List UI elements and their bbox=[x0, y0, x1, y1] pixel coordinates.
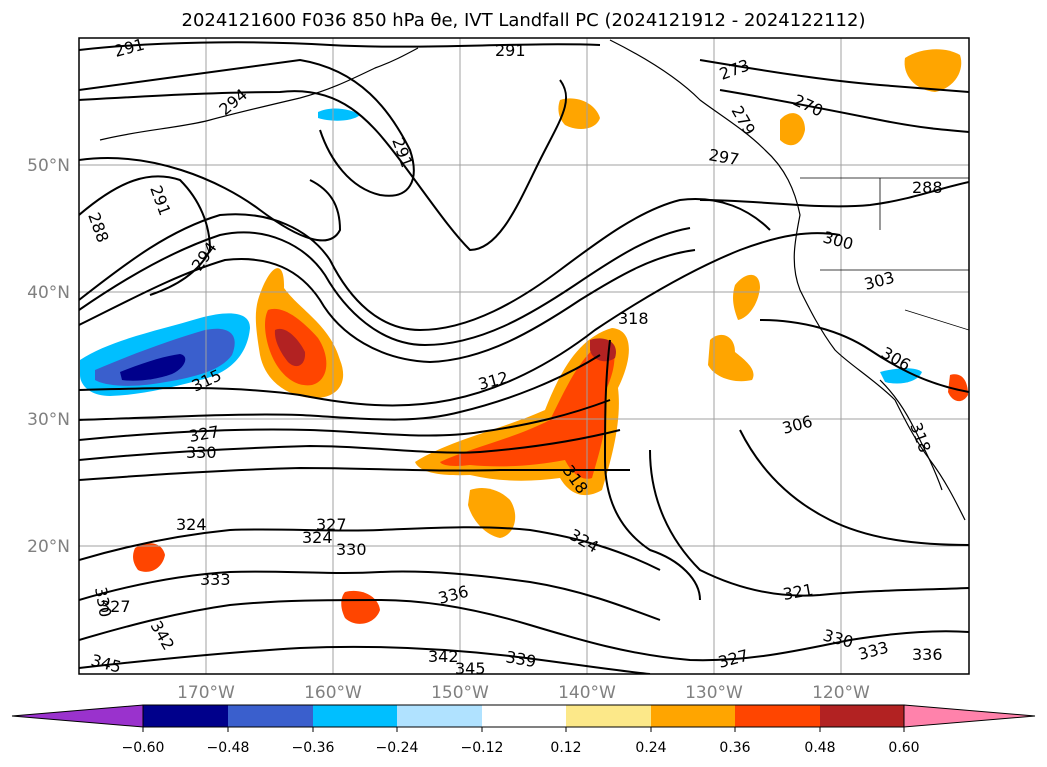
lat-label: 40°N bbox=[27, 283, 70, 303]
longitude-labels: 170°W 160°W 150°W 140°W 130°W 120°W bbox=[177, 683, 870, 703]
contour-label: 324 bbox=[176, 515, 207, 534]
positive-ivt-region bbox=[780, 113, 805, 146]
lon-label: 140°W bbox=[558, 683, 616, 703]
lon-label: 130°W bbox=[685, 683, 743, 703]
colorbar-swatch bbox=[735, 705, 820, 727]
positive-ivt-region bbox=[904, 49, 962, 92]
colorbar-extend-low bbox=[11, 704, 144, 728]
colorbar-tick-label: 0.60 bbox=[888, 740, 919, 756]
contour-label: 336 bbox=[912, 645, 943, 664]
contour-label: 327 bbox=[316, 515, 347, 534]
theta-e-contours bbox=[79, 41, 969, 674]
positive-ivt-region bbox=[558, 98, 600, 130]
lon-label: 120°W bbox=[812, 683, 870, 703]
lat-label: 30°N bbox=[27, 410, 70, 430]
colorbar-tick-label: −0.48 bbox=[207, 740, 250, 756]
positive-ivt-peak bbox=[274, 328, 306, 367]
colorbar-ticks bbox=[142, 727, 905, 732]
colorbar: −0.60 −0.48 −0.36 −0.24 −0.12 0.12 0.24 … bbox=[11, 704, 1036, 756]
contour-label: 330 bbox=[186, 443, 217, 462]
contour-label: 327 bbox=[100, 597, 131, 616]
colorbar-extend-high bbox=[903, 704, 1036, 728]
contour-label: 291 bbox=[112, 35, 146, 61]
latitude-labels: 50°N 40°N 30°N 20°N bbox=[27, 156, 70, 557]
lat-label: 20°N bbox=[27, 537, 70, 557]
lon-label: 170°W bbox=[177, 683, 235, 703]
positive-ivt-region bbox=[468, 488, 516, 538]
contour-label: 318 bbox=[618, 309, 649, 328]
positive-ivt-region bbox=[133, 543, 165, 572]
colorbar-tick-label: 0.36 bbox=[719, 740, 750, 756]
colorbar-swatch bbox=[143, 705, 228, 727]
colorbar-tick-label: 0.48 bbox=[804, 740, 835, 756]
colorbar-swatch bbox=[566, 705, 651, 727]
colorbar-swatch bbox=[482, 705, 566, 727]
colorbar-tick-label: 0.24 bbox=[635, 740, 666, 756]
negative-ivt-peak bbox=[120, 354, 186, 381]
colorbar-swatch bbox=[651, 705, 735, 727]
positive-ivt-core bbox=[440, 340, 615, 479]
positive-ivt-region bbox=[733, 274, 760, 320]
colorbar-swatch bbox=[397, 705, 482, 727]
coastlines bbox=[99, 39, 966, 521]
contour-label: 345 bbox=[455, 659, 486, 678]
colorbar-tick-label: −0.36 bbox=[292, 740, 335, 756]
colorbar-tick-label: 0.12 bbox=[550, 740, 581, 756]
lat-label: 50°N bbox=[27, 156, 70, 176]
contour-label: 330 bbox=[336, 540, 367, 559]
graticule bbox=[79, 38, 969, 674]
contour-label: 333 bbox=[200, 570, 231, 589]
negative-ivt-region bbox=[880, 368, 922, 384]
colorbar-tick-label: −0.60 bbox=[122, 740, 165, 756]
contour-label: 288 bbox=[912, 178, 943, 197]
contour-label: 345 bbox=[89, 651, 123, 677]
negative-ivt-region bbox=[318, 108, 360, 121]
colorbar-swatch bbox=[228, 705, 313, 727]
plot-frame bbox=[78, 37, 970, 675]
contour-label: 324 bbox=[302, 528, 333, 547]
contour-label: 342 bbox=[428, 647, 459, 666]
colorbar-tick-label: −0.24 bbox=[376, 740, 419, 756]
colorbar-swatch bbox=[313, 705, 397, 727]
positive-ivt-region bbox=[708, 334, 754, 382]
map-title: 2024121600 F036 850 hPa θe, IVT Landfall… bbox=[181, 10, 866, 31]
lon-label: 160°W bbox=[304, 683, 362, 703]
positive-ivt-region bbox=[948, 374, 968, 402]
colorbar-frame bbox=[142, 704, 905, 728]
contour-label: 291 bbox=[495, 41, 526, 60]
colorbar-swatch bbox=[820, 705, 904, 727]
lon-label: 150°W bbox=[431, 683, 489, 703]
colorbar-tick-label: −0.12 bbox=[461, 740, 504, 756]
